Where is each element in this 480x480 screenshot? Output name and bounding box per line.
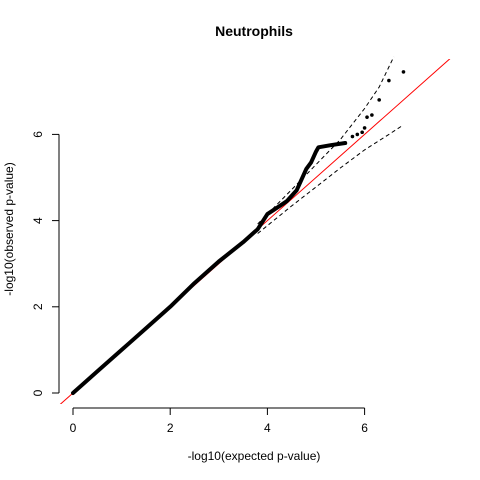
data-point xyxy=(387,78,391,83)
data-point xyxy=(362,126,367,130)
x-tick-label: 0 xyxy=(70,421,77,435)
data-point xyxy=(401,70,406,74)
data-point xyxy=(355,132,360,137)
x-axis: 0 2 4 6 xyxy=(70,407,368,435)
y-tick-label: 2 xyxy=(31,303,45,310)
confidence-band-layer xyxy=(257,56,404,234)
y-tick-label: 0 xyxy=(31,389,45,396)
data-point xyxy=(370,113,374,117)
y-tick-label: 6 xyxy=(31,131,45,138)
confidence-band-lower xyxy=(257,124,404,234)
data-point xyxy=(350,134,355,139)
data-point xyxy=(377,98,381,102)
x-tick-label: 2 xyxy=(167,421,174,435)
y-axis: 0 2 4 6 xyxy=(31,131,60,396)
x-axis-label: -log10(expected p-value) xyxy=(188,449,321,463)
y-tick-label: 4 xyxy=(31,217,45,224)
x-tick-label: 4 xyxy=(264,421,271,435)
points-layer xyxy=(71,70,406,395)
chart-title: Neutrophils xyxy=(215,23,293,39)
y-axis-label: -log10(observed p-value) xyxy=(2,162,16,295)
confidence-band-upper xyxy=(257,56,395,225)
data-point xyxy=(360,130,364,135)
observed-points-trace xyxy=(71,141,348,395)
x-tick-label: 6 xyxy=(361,421,368,435)
data-point xyxy=(365,115,369,119)
